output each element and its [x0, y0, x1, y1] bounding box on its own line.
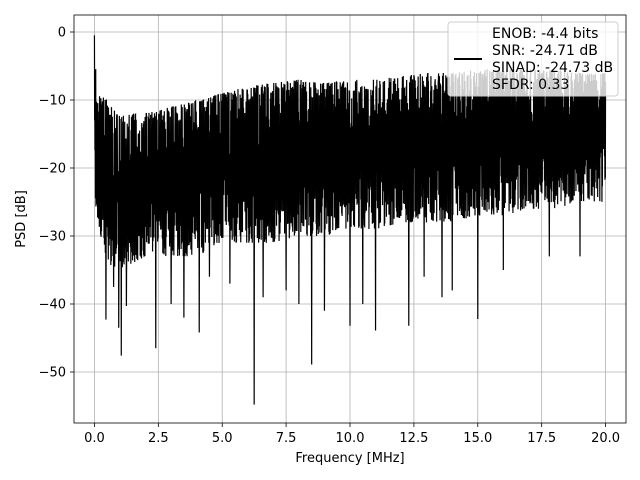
legend: ENOB: -4.4 bits SNR: -24.71 dB SINAD: -24.…	[447, 21, 619, 97]
y-tick-label: −20	[39, 162, 66, 177]
y-tick-label: −50	[39, 366, 66, 381]
x-tick-label: 20.0	[591, 431, 620, 446]
x-tick-label: 0.0	[84, 431, 105, 446]
legend-label: ENOB: -4.4 bits SNR: -24.71 dB SINAD: -24.…	[492, 26, 613, 93]
y-tick-label: −40	[39, 298, 66, 313]
x-tick-label: 12.5	[399, 431, 428, 446]
x-tick-label: 7.5	[276, 431, 297, 446]
x-tick-label: 17.5	[527, 431, 556, 446]
y-tick-label: −10	[39, 94, 66, 109]
x-tick-label: 5.0	[212, 431, 233, 446]
y-axis-label: PSD [dB]	[14, 190, 29, 248]
legend-box	[447, 21, 619, 97]
axis-ticks: 0.0 2.5 5.0 7.5 10.0 12.5 15.0 17.5 20.0 0 −10 −20 −…	[39, 26, 620, 447]
x-tick-label: 2.5	[148, 431, 169, 446]
x-tick-label: 10.0	[336, 431, 365, 446]
x-tick-label: 15.0	[463, 431, 492, 446]
y-tick-label: −30	[39, 230, 66, 245]
x-axis-label: Frequency [MHz]	[295, 451, 404, 466]
y-tick-label: 0	[58, 26, 66, 41]
